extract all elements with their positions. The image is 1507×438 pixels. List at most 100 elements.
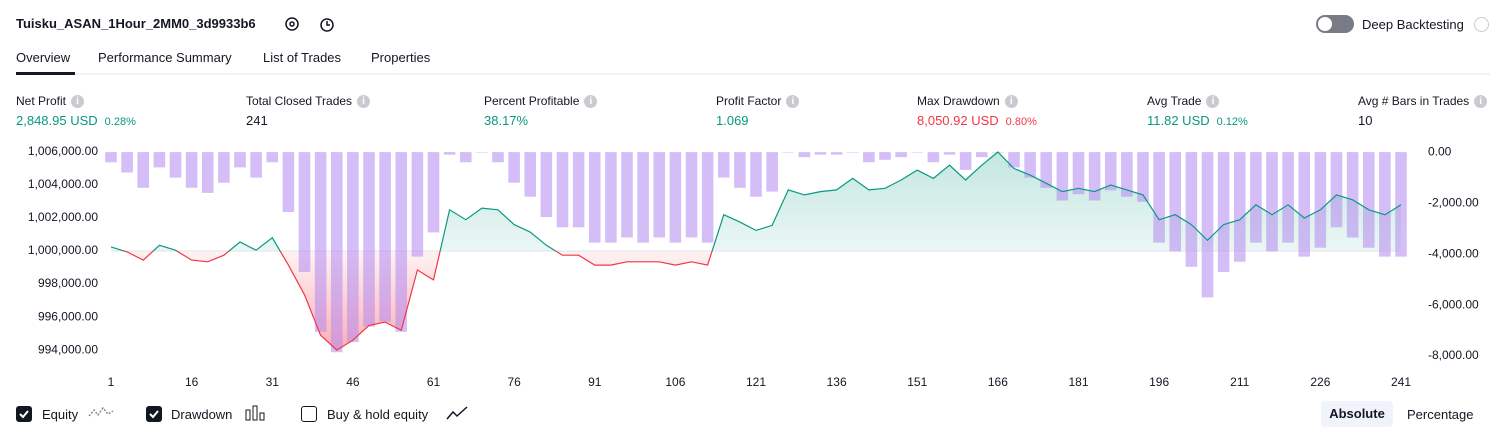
drawdown-bar xyxy=(766,152,778,192)
buy-hold-icon xyxy=(446,406,468,420)
y-tick-label: 1,000,000.00 xyxy=(28,243,98,257)
y2-tick-label: -6,000.00 xyxy=(1428,297,1479,311)
drawdown-bar xyxy=(185,152,198,188)
equity-icon xyxy=(88,406,114,417)
drawdown-checkbox[interactable] xyxy=(146,406,162,422)
drawdown-bar xyxy=(1217,152,1230,272)
drawdown-bar xyxy=(508,152,520,183)
drawdown-bar xyxy=(814,152,827,155)
x-tick-label: 91 xyxy=(588,375,602,389)
drawdown-bar xyxy=(1282,152,1294,243)
x-tick-label: 241 xyxy=(1391,375,1411,389)
drawdown-bar xyxy=(105,152,117,163)
drawdown-bar xyxy=(959,152,972,170)
x-tick-label: 31 xyxy=(266,375,280,389)
drawdown-bar xyxy=(201,152,214,193)
drawdown-bar xyxy=(1153,152,1165,243)
drawdown-bar xyxy=(943,152,956,155)
deep-backtesting-toggle[interactable] xyxy=(1316,15,1354,33)
y2-tick-label: -4,000.00 xyxy=(1428,246,1479,260)
drawdown-bar xyxy=(427,152,440,233)
drawdown-bar xyxy=(524,152,537,197)
settings-icon[interactable] xyxy=(285,17,299,31)
drawdown-bar xyxy=(1056,152,1069,201)
tab[interactable]: Performance Summary xyxy=(98,50,232,65)
drawdown-bar xyxy=(717,152,730,178)
alert-icon[interactable] xyxy=(320,18,334,32)
drawdown-bar xyxy=(169,152,182,178)
equity-checkbox[interactable] xyxy=(16,406,32,422)
y-tick-label: 994,000.00 xyxy=(38,342,98,356)
help-icon[interactable] xyxy=(1474,17,1489,32)
x-tick-label: 106 xyxy=(665,375,685,389)
drawdown-bar xyxy=(798,152,811,158)
drawdown-bar xyxy=(282,152,295,213)
drawdown-bar xyxy=(363,152,375,327)
drawdown-bar xyxy=(330,152,343,353)
y-tick-label: 1,004,000.00 xyxy=(28,177,98,191)
metric-value: 2,848.95 USD 0.28% xyxy=(16,113,136,128)
equity-area xyxy=(111,152,1401,351)
drawdown-bar xyxy=(1314,152,1327,248)
tab[interactable]: Overview xyxy=(16,50,71,65)
metric-amount: 38.17% xyxy=(484,113,529,128)
mode-button[interactable]: Percentage xyxy=(1407,407,1474,422)
metric-amount: 1.069 xyxy=(716,113,749,128)
info-icon: i xyxy=(1206,95,1220,108)
drawdown-bar xyxy=(1088,152,1101,201)
drawdown-bar xyxy=(1201,152,1214,298)
x-tick-label: 151 xyxy=(907,375,927,389)
metric-label: Profit Factor i xyxy=(716,94,800,108)
drawdown-bar xyxy=(314,152,327,332)
x-tick-label: 76 xyxy=(507,375,521,389)
metric-label: Avg # Bars in Trades i xyxy=(1358,94,1488,108)
x-tick-label: 226 xyxy=(1310,375,1330,389)
drawdown-bar xyxy=(863,152,875,163)
y-tick-label: 1,006,000.00 xyxy=(28,144,98,158)
drawdown-bar xyxy=(1040,152,1053,188)
drawdown-bar xyxy=(492,152,504,163)
equity-line xyxy=(110,151,1402,351)
drawdown-bar xyxy=(411,152,424,257)
active-tab-underline xyxy=(16,72,75,75)
metric-amount: 241 xyxy=(246,113,268,128)
metric-label: Total Closed Trades i xyxy=(246,94,371,108)
metric-amount: 10 xyxy=(1358,113,1373,128)
drawdown-bar xyxy=(895,152,907,158)
metric-value: 241 xyxy=(246,113,268,128)
drawdown-bar xyxy=(250,152,262,178)
tab-divider xyxy=(16,73,1490,75)
mode-button[interactable]: Absolute xyxy=(1321,401,1393,427)
info-icon: i xyxy=(1474,95,1488,108)
drawdown-bar xyxy=(234,152,246,168)
drawdown-bar xyxy=(379,152,391,322)
metric-amount: 11.82 USD xyxy=(1147,113,1210,128)
x-tick-label: 136 xyxy=(827,375,847,389)
metric-value: 11.82 USD 0.12% xyxy=(1147,113,1248,128)
drawdown-bar xyxy=(459,152,472,163)
drawdown-bar xyxy=(1266,152,1278,252)
metric-label: Net Profit i xyxy=(16,94,85,108)
drawdown-bar xyxy=(701,152,714,243)
drawdown-bar xyxy=(1024,152,1036,178)
buy-hold-checkbox[interactable] xyxy=(301,406,317,422)
drawdown-bar xyxy=(975,152,988,158)
tab[interactable]: Properties xyxy=(371,50,431,65)
legend-label: Buy & hold equity xyxy=(327,407,429,422)
drawdown-bar xyxy=(605,152,617,243)
drawdown-bar xyxy=(879,152,891,160)
drawdown-bar xyxy=(1395,152,1407,257)
drawdown-bar xyxy=(685,152,698,238)
drawdown-bar xyxy=(266,152,279,163)
x-tick-label: 196 xyxy=(1149,375,1169,389)
metric-label: Percent Profitable i xyxy=(484,94,598,108)
drawdown-bar xyxy=(1169,152,1182,252)
drawdown-bar xyxy=(782,152,795,153)
y2-tick-label: -2,000.00 xyxy=(1428,195,1479,209)
y-tick-label: 996,000.00 xyxy=(38,309,98,323)
tab[interactable]: List of Trades xyxy=(263,50,342,65)
drawdown-bar xyxy=(653,152,666,238)
y2-tick-label: -8,000.00 xyxy=(1428,348,1479,362)
drawdown-bar xyxy=(1121,152,1133,197)
